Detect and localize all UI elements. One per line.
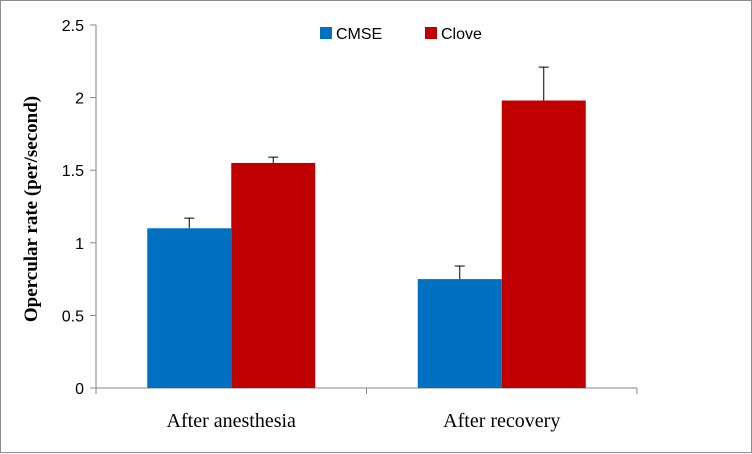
- legend-swatch-cmse: [320, 27, 332, 39]
- y-tick-label: 2: [75, 91, 84, 108]
- legend-swatch-clove: [425, 27, 437, 39]
- y-tick-label: 0.5: [62, 308, 84, 325]
- legend: CMSE Clove: [320, 26, 482, 43]
- legend-label-cmse: CMSE: [336, 26, 382, 43]
- y-tick-label: 1: [75, 236, 84, 253]
- bar-cmse: [417, 279, 502, 388]
- category-label: After anesthesia: [167, 410, 297, 432]
- y-tick-label: 0: [75, 381, 84, 398]
- y-tick-label: 2.5: [62, 18, 84, 35]
- bar-cmse: [147, 228, 232, 388]
- y-tick-labels: 0 0.5 1 1.5 2 2.5: [62, 18, 84, 398]
- y-axis-label: Opercular rate (per/second): [21, 96, 42, 322]
- category-label: After recovery: [443, 410, 560, 432]
- legend-label-clove: Clove: [441, 26, 482, 43]
- bar-clove: [501, 100, 586, 388]
- error-bars: [184, 66, 549, 280]
- category-labels: After anesthesia After recovery: [167, 410, 561, 432]
- bars: [147, 100, 586, 388]
- y-tick-label: 1.5: [62, 163, 84, 180]
- bar-clove: [231, 162, 316, 388]
